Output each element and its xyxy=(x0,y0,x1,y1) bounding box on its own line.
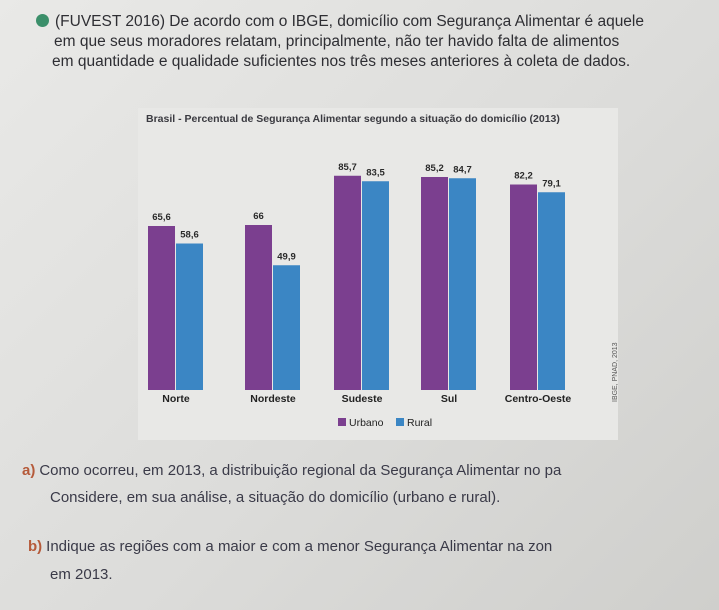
bar-rural-sudeste xyxy=(362,181,389,390)
legend-label: Rural xyxy=(407,417,432,429)
intro-line-2: em que seus moradores relatam, principal… xyxy=(54,33,620,50)
data-label: 82,2 xyxy=(514,171,533,182)
question-a-line-2: Considere, em sua análise, a situação do… xyxy=(50,489,501,506)
bar-urbano-sul xyxy=(421,177,448,390)
question-b-label: b) xyxy=(28,538,43,555)
category-label: Norte xyxy=(162,393,190,405)
chart-source: IBGE, PNAD, 2013 xyxy=(612,342,619,402)
bar-urbano-nordeste xyxy=(245,225,272,390)
data-label: 85,7 xyxy=(338,162,357,173)
question-a-text: Como ocorreu, em 2013, a distribuição re… xyxy=(39,462,562,479)
chart-title: Brasil - Percentual de Segurança Aliment… xyxy=(146,113,560,125)
bar-urbano-norte xyxy=(148,226,175,390)
bar-urbano-sudeste xyxy=(334,175,361,390)
question-b-line-2: em 2013. xyxy=(50,566,113,583)
data-label: 65,6 xyxy=(152,212,171,223)
intro-line-1-text: (FUVEST 2016) De acordo com o IBGE, domi… xyxy=(55,13,644,30)
intro-line-1: (FUVEST 2016) De acordo com o IBGE, domi… xyxy=(36,12,708,32)
bar-urbano-centro-oeste xyxy=(510,184,537,390)
data-label: 83,5 xyxy=(366,167,385,178)
intro-line-3: em quantidade e qualidade suficientes no… xyxy=(52,53,631,70)
category-label: Sul xyxy=(441,393,457,405)
intro-text: (FUVEST 2016) De acordo com o IBGE, domi… xyxy=(36,12,708,72)
data-label: 84,7 xyxy=(453,164,472,175)
question-b-line-1: b) Indique as regiões com a maior e com a… xyxy=(28,538,552,555)
question-a-label: a) xyxy=(22,462,36,479)
question-bullet-icon xyxy=(36,14,49,27)
data-label: 85,2 xyxy=(425,163,444,174)
category-label: Nordeste xyxy=(250,393,296,405)
data-label: 49,9 xyxy=(277,251,296,262)
bar-rural-sul xyxy=(449,178,476,390)
bar-rural-norte xyxy=(176,243,203,390)
question-a-line-1: a) Como ocorreu, em 2013, a distribuição … xyxy=(22,462,561,479)
data-label: 79,1 xyxy=(542,178,561,189)
question-b-text: Indique as regiões com a maior e com a m… xyxy=(46,538,553,555)
legend-swatch-rural xyxy=(396,418,404,426)
data-label: 58,6 xyxy=(180,230,199,241)
bar-rural-centro-oeste xyxy=(538,192,565,390)
bar-rural-nordeste xyxy=(273,265,300,390)
category-label: Centro-Oeste xyxy=(505,393,572,405)
category-label: Sudeste xyxy=(342,393,383,405)
legend-label: Urbano xyxy=(349,417,384,429)
legend-swatch-urbano xyxy=(338,418,346,426)
data-label: 66 xyxy=(253,211,264,222)
